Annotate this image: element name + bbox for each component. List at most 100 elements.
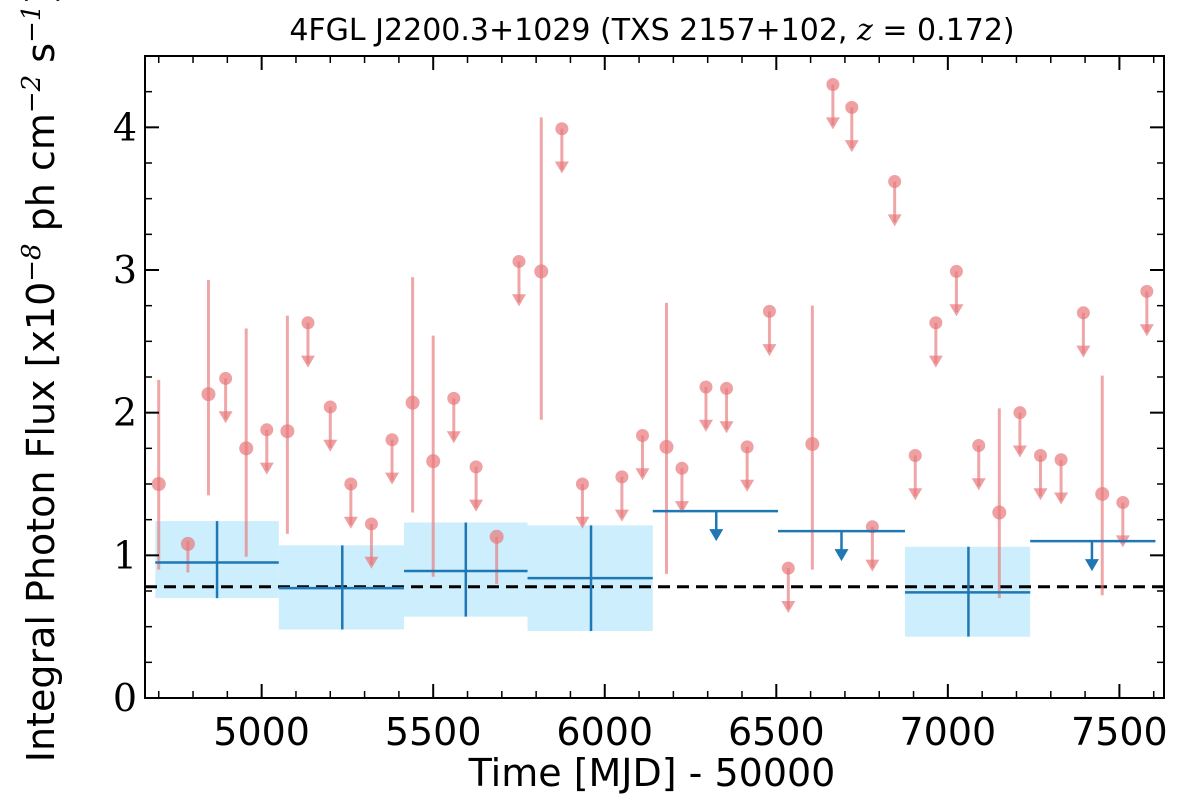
upper-limit-arrow-head bbox=[1076, 345, 1091, 358]
y-tick-labels: 0 1 2 3 4 bbox=[113, 105, 137, 720]
upper-limit-arrow-head bbox=[575, 516, 590, 529]
upper-limit-arrow-head bbox=[446, 431, 461, 444]
upper-limit-arrow-head bbox=[781, 600, 796, 613]
detection-point bbox=[426, 454, 441, 469]
ylabel-suffix: ] bbox=[19, 0, 63, 5]
detection-point bbox=[201, 387, 216, 402]
upper-limit-arrow-head bbox=[887, 214, 902, 227]
title-suffix: ) bbox=[1003, 13, 1015, 48]
y-tick-label: 3 bbox=[113, 248, 137, 292]
upper-limit-arrow-head bbox=[1033, 488, 1048, 501]
upper-limit-point bbox=[1054, 453, 1068, 467]
upper-limit-arrow-head bbox=[971, 478, 986, 491]
upper-limit-point bbox=[512, 254, 526, 268]
upper-limit-arrow-head bbox=[1054, 492, 1069, 505]
detection-point bbox=[659, 439, 674, 454]
upper-limit-arrow-head bbox=[635, 468, 650, 481]
upper-limit-point bbox=[1076, 306, 1090, 320]
upper-limit-point bbox=[323, 400, 337, 414]
x-tick-labels: 5000 5500 6000 6500 7000 7500 bbox=[213, 710, 1167, 754]
x-tick-label: 5500 bbox=[385, 710, 482, 754]
detection-point bbox=[151, 477, 166, 491]
title-prefix: 4FGL J2200.3+1029 (TXS 2157+102, bbox=[289, 13, 857, 48]
x-tick-label: 6000 bbox=[556, 710, 653, 754]
upper-limit-point bbox=[260, 423, 274, 437]
ylabel-exp-time: −1 bbox=[17, 5, 47, 43]
upper-limit-point bbox=[675, 461, 689, 475]
upper-limit-arrow-head bbox=[674, 501, 689, 514]
upper-limit-arrow-head bbox=[614, 509, 629, 522]
binned-upper-limits-layer bbox=[652, 509, 1156, 572]
upper-limit-arrow-head bbox=[323, 439, 338, 452]
upper-limit-arrow-head bbox=[469, 499, 484, 512]
x-tick-label: 6500 bbox=[728, 710, 825, 754]
upper-limit-arrow-head bbox=[740, 479, 755, 492]
upper-limits-layer bbox=[218, 78, 1154, 613]
y-tick-label: 1 bbox=[113, 533, 137, 577]
upper-limit-point bbox=[699, 380, 713, 394]
upper-limit-point bbox=[555, 122, 569, 136]
detection-point bbox=[992, 505, 1007, 520]
y-tick-label: 4 bbox=[113, 105, 137, 149]
upper-limit-point bbox=[1140, 284, 1154, 298]
binned-upper-limit-arrow-head bbox=[834, 549, 849, 562]
upper-limit-arrow-head bbox=[343, 516, 358, 529]
upper-limit-point bbox=[1013, 406, 1027, 420]
upper-limit-point bbox=[301, 316, 315, 330]
upper-limit-arrow-head bbox=[1012, 445, 1027, 458]
upper-limit-arrow-head bbox=[844, 140, 859, 153]
title-z-value: 0.172 bbox=[917, 13, 1003, 48]
y-tick-label: 0 bbox=[113, 676, 137, 720]
binned-upper-limit-arrow-head bbox=[709, 529, 724, 542]
x-tick-label: 5000 bbox=[213, 710, 310, 754]
detection-point bbox=[405, 395, 420, 410]
upper-limit-point bbox=[888, 175, 902, 189]
x-axis-label: Time [MJD] - 50000 bbox=[468, 751, 836, 795]
upper-limit-point bbox=[469, 460, 483, 474]
plot-frame bbox=[144, 55, 1165, 699]
upper-limit-arrow-head bbox=[385, 472, 400, 485]
upper-limit-arrow-head bbox=[554, 161, 569, 174]
upper-limit-point bbox=[1116, 496, 1130, 510]
upper-limit-point bbox=[972, 438, 986, 452]
upper-limit-arrow-head bbox=[698, 419, 713, 432]
detection-point bbox=[280, 424, 295, 439]
upper-limit-arrow-head bbox=[865, 559, 880, 572]
upper-limit-arrow-head bbox=[762, 344, 777, 357]
detection-point bbox=[534, 264, 549, 279]
upper-limit-point bbox=[1033, 448, 1047, 462]
x-tick-label: 7000 bbox=[899, 710, 996, 754]
ylabel-mid: ph cm bbox=[19, 113, 63, 243]
upper-limit-point bbox=[908, 448, 922, 462]
y-tick-label: 2 bbox=[113, 391, 137, 435]
upper-limit-arrow-head bbox=[719, 421, 734, 434]
upper-limit-point bbox=[740, 440, 754, 454]
chart-title: 4FGL J2200.3+1029 (TXS 2157+102, z = 0.1… bbox=[289, 13, 1014, 48]
upper-limit-point bbox=[781, 561, 795, 575]
upper-limit-point bbox=[845, 100, 859, 114]
ylabel-exp-flux: −8 bbox=[17, 243, 47, 281]
upper-limit-arrow-head bbox=[949, 304, 964, 317]
upper-limit-arrow-head bbox=[511, 294, 526, 307]
ylabel-exp-area: −2 bbox=[17, 75, 47, 113]
detection-point bbox=[180, 536, 195, 551]
upper-limit-arrow-head bbox=[908, 488, 923, 501]
detection-point bbox=[489, 529, 504, 544]
upper-limit-arrow-head bbox=[364, 556, 379, 569]
upper-limit-point bbox=[615, 470, 629, 484]
y-axis-label: Integral Photon Flux [x10−8 ph cm−2 s−1] bbox=[17, 0, 63, 762]
binned-upper-limit-arrow-head bbox=[1084, 559, 1099, 572]
upper-limit-arrow-head bbox=[825, 117, 840, 130]
upper-limit-point bbox=[575, 477, 589, 491]
title-z-equals: = bbox=[873, 13, 917, 48]
detection-point bbox=[805, 437, 820, 452]
detection-point bbox=[239, 441, 254, 456]
upper-limit-point bbox=[929, 316, 943, 330]
binned-points-layer bbox=[155, 521, 1031, 637]
upper-limit-point bbox=[949, 264, 963, 278]
detections-layer bbox=[151, 117, 1110, 599]
upper-limit-point bbox=[720, 381, 734, 395]
upper-limit-point bbox=[826, 78, 840, 92]
ylabel-prefix: Integral Photon Flux [x10 bbox=[19, 282, 63, 763]
